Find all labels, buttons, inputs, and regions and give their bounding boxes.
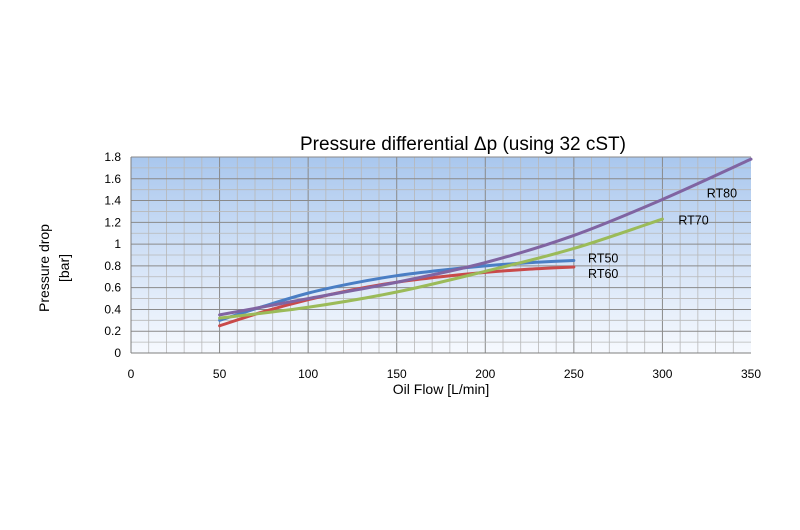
x-tick-label: 300 [652,367,672,381]
chart-title: Pressure differential Δp (using 32 cST) [300,134,626,155]
y-axis-ticks: 0 0.2 0.4 0.6 0.8 1 1.2 1.4 1.6 1.8 [104,150,121,360]
y-tick-label: 0.2 [104,324,121,338]
y-tick-label: 1.2 [104,215,121,229]
y-tick-label: 1.8 [104,150,121,164]
series-line-rt80 [218,157,753,317]
series-label-rt60: RT60 [588,267,618,281]
x-axis-ticks: 0 50 100 150 200 250 300 350 [128,367,762,381]
x-tick-label: 100 [298,367,318,381]
y-tick-label: 0 [114,346,121,360]
x-tick-label: 0 [128,367,135,381]
series-line-rt70 [218,217,664,320]
x-tick-label: 50 [213,367,227,381]
y-axis-title: Pressure drop [bar] [36,224,72,312]
x-axis-title: Oil Flow [L/min] [393,381,489,397]
x-tick-label: 200 [475,367,495,381]
y-tick-label: 0.4 [104,302,121,316]
series-group [218,157,753,328]
y-tick-label: 0.8 [104,259,121,273]
grid [131,156,751,353]
series-label-rt80: RT80 [707,186,737,200]
x-tick-label: 150 [387,367,407,381]
x-tick-label: 350 [741,367,761,381]
y-axis-title-line-2: [bar] [56,254,72,282]
y-axis-title-line-1: Pressure drop [36,224,52,312]
y-tick-label: 0.6 [104,281,121,295]
y-tick-label: 1.6 [104,172,121,186]
series-label-rt50: RT50 [588,252,618,266]
series-label-rt70: RT70 [678,214,708,228]
x-tick-label: 250 [564,367,584,381]
y-tick-label: 1 [114,237,121,251]
y-tick-label: 1.4 [104,194,121,208]
